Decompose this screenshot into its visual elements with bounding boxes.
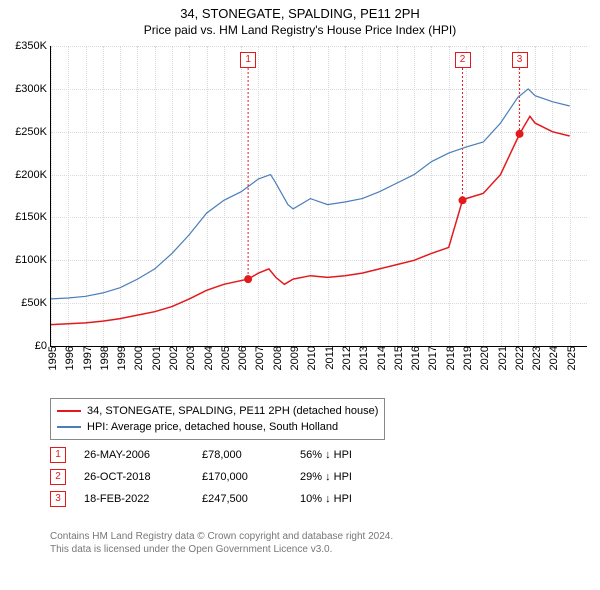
event-vs-hpi: 56% ↓ HPI [300, 449, 352, 461]
event-row: 2 26-OCT-2018 £170,000 29% ↓ HPI [50, 466, 352, 488]
legend-row: HPI: Average price, detached house, Sout… [57, 419, 378, 435]
x-tick-label: 2023 [527, 346, 543, 370]
x-tick-label: 2019 [458, 346, 474, 370]
event-dot [516, 130, 524, 138]
event-row: 3 18-FEB-2022 £247,500 10% ↓ HPI [50, 488, 352, 510]
y-tick-label: £250K [15, 126, 51, 138]
event-num-box: 1 [50, 447, 66, 463]
legend-label: 34, STONEGATE, SPALDING, PE11 2PH (detac… [87, 403, 378, 419]
event-dot [244, 275, 252, 283]
event-price: £170,000 [202, 471, 282, 483]
event-row: 1 26-MAY-2006 £78,000 56% ↓ HPI [50, 444, 352, 466]
x-tick-label: 2008 [268, 346, 284, 370]
footnote-line: Contains HM Land Registry data © Crown c… [50, 530, 393, 543]
x-tick-label: 2010 [302, 346, 318, 370]
x-tick-label: 1999 [112, 346, 128, 370]
y-tick-label: £50K [21, 297, 51, 309]
x-tick-label: 2002 [164, 346, 180, 370]
x-tick-label: 2006 [233, 346, 249, 370]
x-tick-label: 2018 [441, 346, 457, 370]
series-hpi [51, 89, 570, 299]
footnote-line: This data is licensed under the Open Gov… [50, 543, 393, 556]
x-tick-label: 2020 [475, 346, 491, 370]
legend: 34, STONEGATE, SPALDING, PE11 2PH (detac… [50, 398, 385, 440]
event-date: 18-FEB-2022 [84, 493, 184, 505]
x-tick-label: 2004 [199, 346, 215, 370]
event-date: 26-MAY-2006 [84, 449, 184, 461]
x-tick-label: 2007 [250, 346, 266, 370]
legend-swatch [57, 426, 81, 428]
y-tick-label: £350K [15, 40, 51, 52]
plot-svg [51, 46, 587, 346]
event-price: £78,000 [202, 449, 282, 461]
legend-swatch [57, 410, 81, 412]
event-price: £247,500 [202, 493, 282, 505]
y-tick-label: £200K [15, 169, 51, 181]
event-vs-hpi: 29% ↓ HPI [300, 471, 352, 483]
x-tick-label: 2013 [354, 346, 370, 370]
event-num-box: 2 [50, 469, 66, 485]
x-tick-label: 1998 [95, 346, 111, 370]
x-tick-label: 2001 [147, 346, 163, 370]
event-dot [459, 196, 467, 204]
x-tick-label: 2016 [406, 346, 422, 370]
event-num-box: 3 [50, 491, 66, 507]
x-tick-label: 2009 [285, 346, 301, 370]
event-vs-hpi: 10% ↓ HPI [300, 493, 352, 505]
chart-area: £0£50K£100K£150K£200K£250K£300K£350K1995… [50, 46, 587, 347]
y-tick-label: £150K [15, 211, 51, 223]
x-tick-label: 2022 [510, 346, 526, 370]
x-tick-label: 2024 [544, 346, 560, 370]
y-tick-label: £100K [15, 254, 51, 266]
chart-subtitle: Price paid vs. HM Land Registry's House … [0, 21, 600, 41]
x-tick-label: 2011 [320, 346, 336, 370]
x-tick-label: 2005 [216, 346, 232, 370]
series-price_paid [51, 116, 570, 324]
events-table: 1 26-MAY-2006 £78,000 56% ↓ HPI 2 26-OCT-2018… [50, 444, 352, 510]
x-tick-label: 2017 [423, 346, 439, 370]
x-tick-label: 2015 [389, 346, 405, 370]
x-tick-label: 2014 [372, 346, 388, 370]
chart-title: 34, STONEGATE, SPALDING, PE11 2PH [0, 0, 600, 21]
legend-label: HPI: Average price, detached house, Sout… [87, 419, 338, 435]
event-date: 26-OCT-2018 [84, 471, 184, 483]
x-tick-label: 1997 [78, 346, 94, 370]
footnote: Contains HM Land Registry data © Crown c… [50, 530, 393, 556]
x-tick-label: 2025 [562, 346, 578, 370]
legend-row: 34, STONEGATE, SPALDING, PE11 2PH (detac… [57, 403, 378, 419]
y-tick-label: £300K [15, 83, 51, 95]
x-tick-label: 1995 [43, 346, 59, 370]
x-tick-label: 2003 [181, 346, 197, 370]
x-tick-label: 2000 [129, 346, 145, 370]
x-tick-label: 2021 [493, 346, 509, 370]
x-tick-label: 2012 [337, 346, 353, 370]
x-tick-label: 1996 [60, 346, 76, 370]
